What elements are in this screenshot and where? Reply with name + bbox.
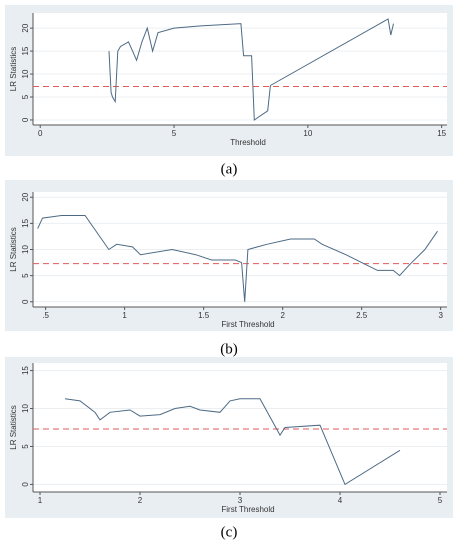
x-tick-label: 1.5: [198, 311, 210, 320]
x-axis-label: Threshold: [230, 138, 266, 147]
y-tick-label: 0: [21, 299, 30, 304]
x-tick-label: 10: [303, 129, 312, 138]
y-tick-label: 5: [21, 94, 30, 99]
x-tick-label: 2: [138, 496, 143, 505]
x-tick-label: 4: [338, 496, 343, 505]
y-tick-label: 0: [21, 482, 30, 487]
caption: (b): [220, 341, 238, 357]
x-tick-label: 5: [438, 496, 443, 505]
y-tick-label: 10: [21, 69, 30, 78]
data-line: [64, 398, 401, 486]
data-line: [37, 215, 438, 302]
y-axis-label: LR Statistics: [9, 227, 18, 271]
y-tick-label: 20: [21, 192, 30, 201]
y-tick-label: 10: [21, 404, 30, 413]
x-tick-label: 3: [238, 496, 243, 505]
x-tick-label: 0: [38, 129, 43, 138]
x-tick-label: 15: [437, 129, 446, 138]
y-axis-label: LR Statistics: [9, 47, 18, 91]
y-tick-label: 15: [21, 218, 30, 227]
y-axis-label: LR Statistics: [9, 405, 18, 449]
x-axis-label: First Threshold: [221, 505, 274, 514]
data-line: [108, 18, 394, 121]
y-tick-label: 15: [21, 366, 30, 375]
x-tick-label: 2.5: [356, 311, 368, 320]
y-tick-label: 15: [21, 46, 30, 55]
caption: (a): [221, 161, 238, 177]
y-tick-label: 5: [21, 444, 30, 449]
y-tick-label: 20: [21, 23, 30, 32]
x-axis-label: First Threshold: [221, 320, 274, 329]
caption: (c): [221, 524, 238, 540]
plot-area: [33, 363, 447, 492]
y-tick-label: 10: [21, 245, 30, 254]
y-tick-label: 0: [21, 117, 30, 122]
x-tick-label: 1: [122, 311, 127, 320]
x-tick-label: .5: [42, 311, 49, 320]
y-tick-label: 5: [21, 273, 30, 278]
x-tick-label: 1: [38, 496, 43, 505]
x-tick-label: 3: [438, 311, 443, 320]
x-tick-label: 5: [172, 129, 177, 138]
x-tick-label: 2: [280, 311, 285, 320]
plot-area: [33, 13, 447, 125]
